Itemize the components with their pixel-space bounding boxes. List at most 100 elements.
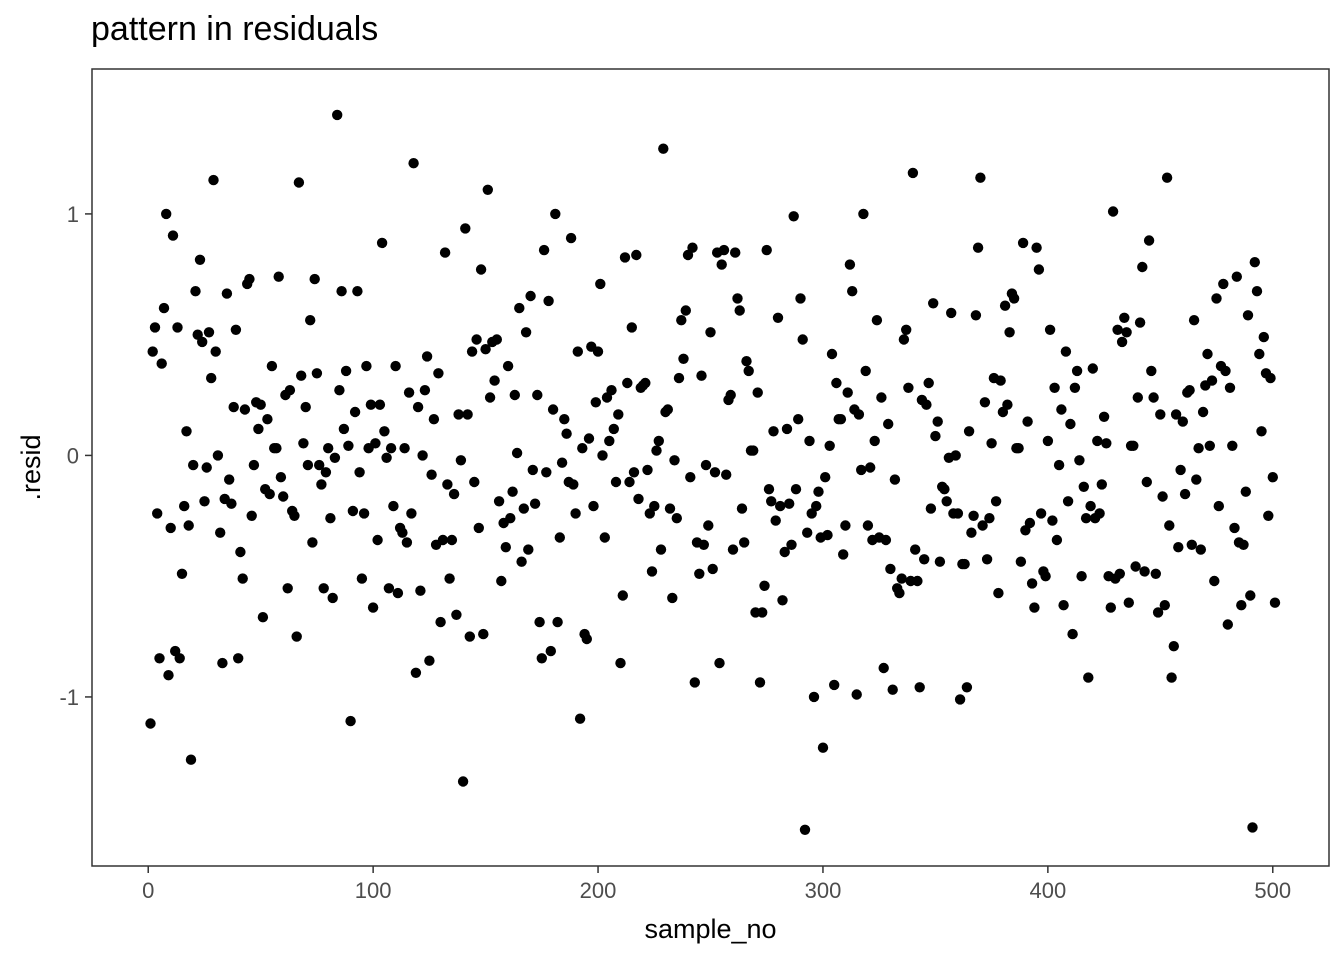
- data-point: [244, 273, 255, 285]
- data-point: [385, 443, 397, 454]
- data-point: [1173, 542, 1184, 553]
- data-point: [977, 520, 988, 531]
- data-point: [534, 616, 545, 628]
- data-point: [914, 682, 925, 693]
- data-point: [352, 286, 363, 297]
- data-point: [1094, 508, 1105, 519]
- data-point: [181, 426, 192, 437]
- data-point: [455, 455, 467, 466]
- data-point: [149, 322, 161, 333]
- data-point: [1065, 418, 1076, 430]
- data-point: [266, 360, 278, 372]
- data-point: [190, 286, 201, 297]
- data-point: [203, 327, 215, 338]
- data-point: [302, 459, 314, 471]
- data-point: [1044, 324, 1056, 335]
- data-point: [500, 542, 511, 553]
- data-point: [1107, 206, 1119, 217]
- data-point: [1256, 426, 1267, 437]
- data-point: [1240, 486, 1252, 497]
- data-point: [370, 438, 381, 449]
- data-point: [817, 742, 829, 753]
- data-point: [1258, 331, 1270, 343]
- x-tick-label: 500: [1254, 878, 1291, 903]
- data-point: [631, 249, 642, 261]
- data-point: [246, 510, 257, 521]
- data-point: [201, 462, 212, 473]
- data-point: [439, 247, 451, 258]
- data-point: [975, 172, 986, 183]
- data-point: [421, 351, 433, 362]
- data-point: [491, 334, 502, 345]
- data-point: [185, 754, 197, 765]
- data-point: [592, 346, 604, 357]
- data-point: [257, 612, 269, 623]
- data-point: [1249, 257, 1261, 268]
- data-point: [444, 573, 455, 584]
- data-point: [415, 585, 426, 596]
- data-point: [154, 653, 165, 664]
- data-point: [1053, 459, 1065, 471]
- data-point: [599, 532, 610, 543]
- y-tick-label: 0: [67, 443, 79, 468]
- data-point: [1026, 578, 1038, 589]
- data-point: [655, 544, 667, 555]
- data-point: [1022, 416, 1033, 427]
- data-point: [523, 544, 534, 555]
- data-point: [1170, 409, 1182, 420]
- data-point: [804, 435, 815, 447]
- data-point: [689, 677, 700, 688]
- data-point: [478, 628, 489, 640]
- data-point: [1002, 399, 1013, 410]
- data-point: [529, 498, 541, 509]
- data-point: [687, 242, 698, 253]
- data-point: [552, 616, 563, 628]
- data-point: [1251, 286, 1263, 297]
- data-point: [1146, 365, 1157, 377]
- data-point: [1254, 348, 1265, 360]
- data-point: [772, 312, 784, 323]
- data-point: [1220, 365, 1231, 377]
- x-tick-label: 100: [355, 878, 392, 903]
- data-point: [408, 158, 419, 169]
- data-point: [608, 423, 619, 435]
- data-point: [1245, 590, 1256, 601]
- data-point: [296, 370, 307, 381]
- data-point: [1141, 476, 1153, 488]
- data-point: [484, 392, 496, 403]
- data-point: [298, 438, 309, 449]
- data-point: [1087, 363, 1099, 374]
- data-point: [779, 546, 790, 558]
- data-point: [788, 211, 799, 222]
- x-tick-label: 0: [142, 878, 154, 903]
- data-point: [183, 520, 194, 531]
- data-point: [878, 662, 889, 674]
- data-point: [289, 510, 300, 521]
- data-point: [703, 520, 714, 531]
- data-point: [561, 428, 572, 439]
- data-point: [1024, 517, 1036, 529]
- data-point: [318, 583, 329, 594]
- data-point: [406, 508, 417, 519]
- data-point: [323, 443, 334, 454]
- data-points: [145, 109, 1281, 835]
- data-point: [777, 595, 788, 606]
- data-point: [332, 109, 343, 121]
- data-point: [970, 310, 982, 321]
- data-point: [1197, 406, 1209, 418]
- data-point: [1137, 261, 1148, 273]
- data-point: [1051, 534, 1063, 546]
- data-point: [1035, 508, 1047, 519]
- data-point: [928, 298, 939, 309]
- data-point: [1132, 392, 1144, 403]
- data-point: [1058, 600, 1069, 611]
- data-point: [293, 177, 305, 188]
- data-point: [570, 508, 581, 519]
- data-point: [451, 609, 462, 620]
- data-point: [721, 469, 732, 480]
- data-point: [480, 344, 491, 355]
- data-point: [1033, 264, 1045, 275]
- data-point: [536, 653, 547, 664]
- data-point: [217, 657, 228, 669]
- data-point: [264, 488, 275, 500]
